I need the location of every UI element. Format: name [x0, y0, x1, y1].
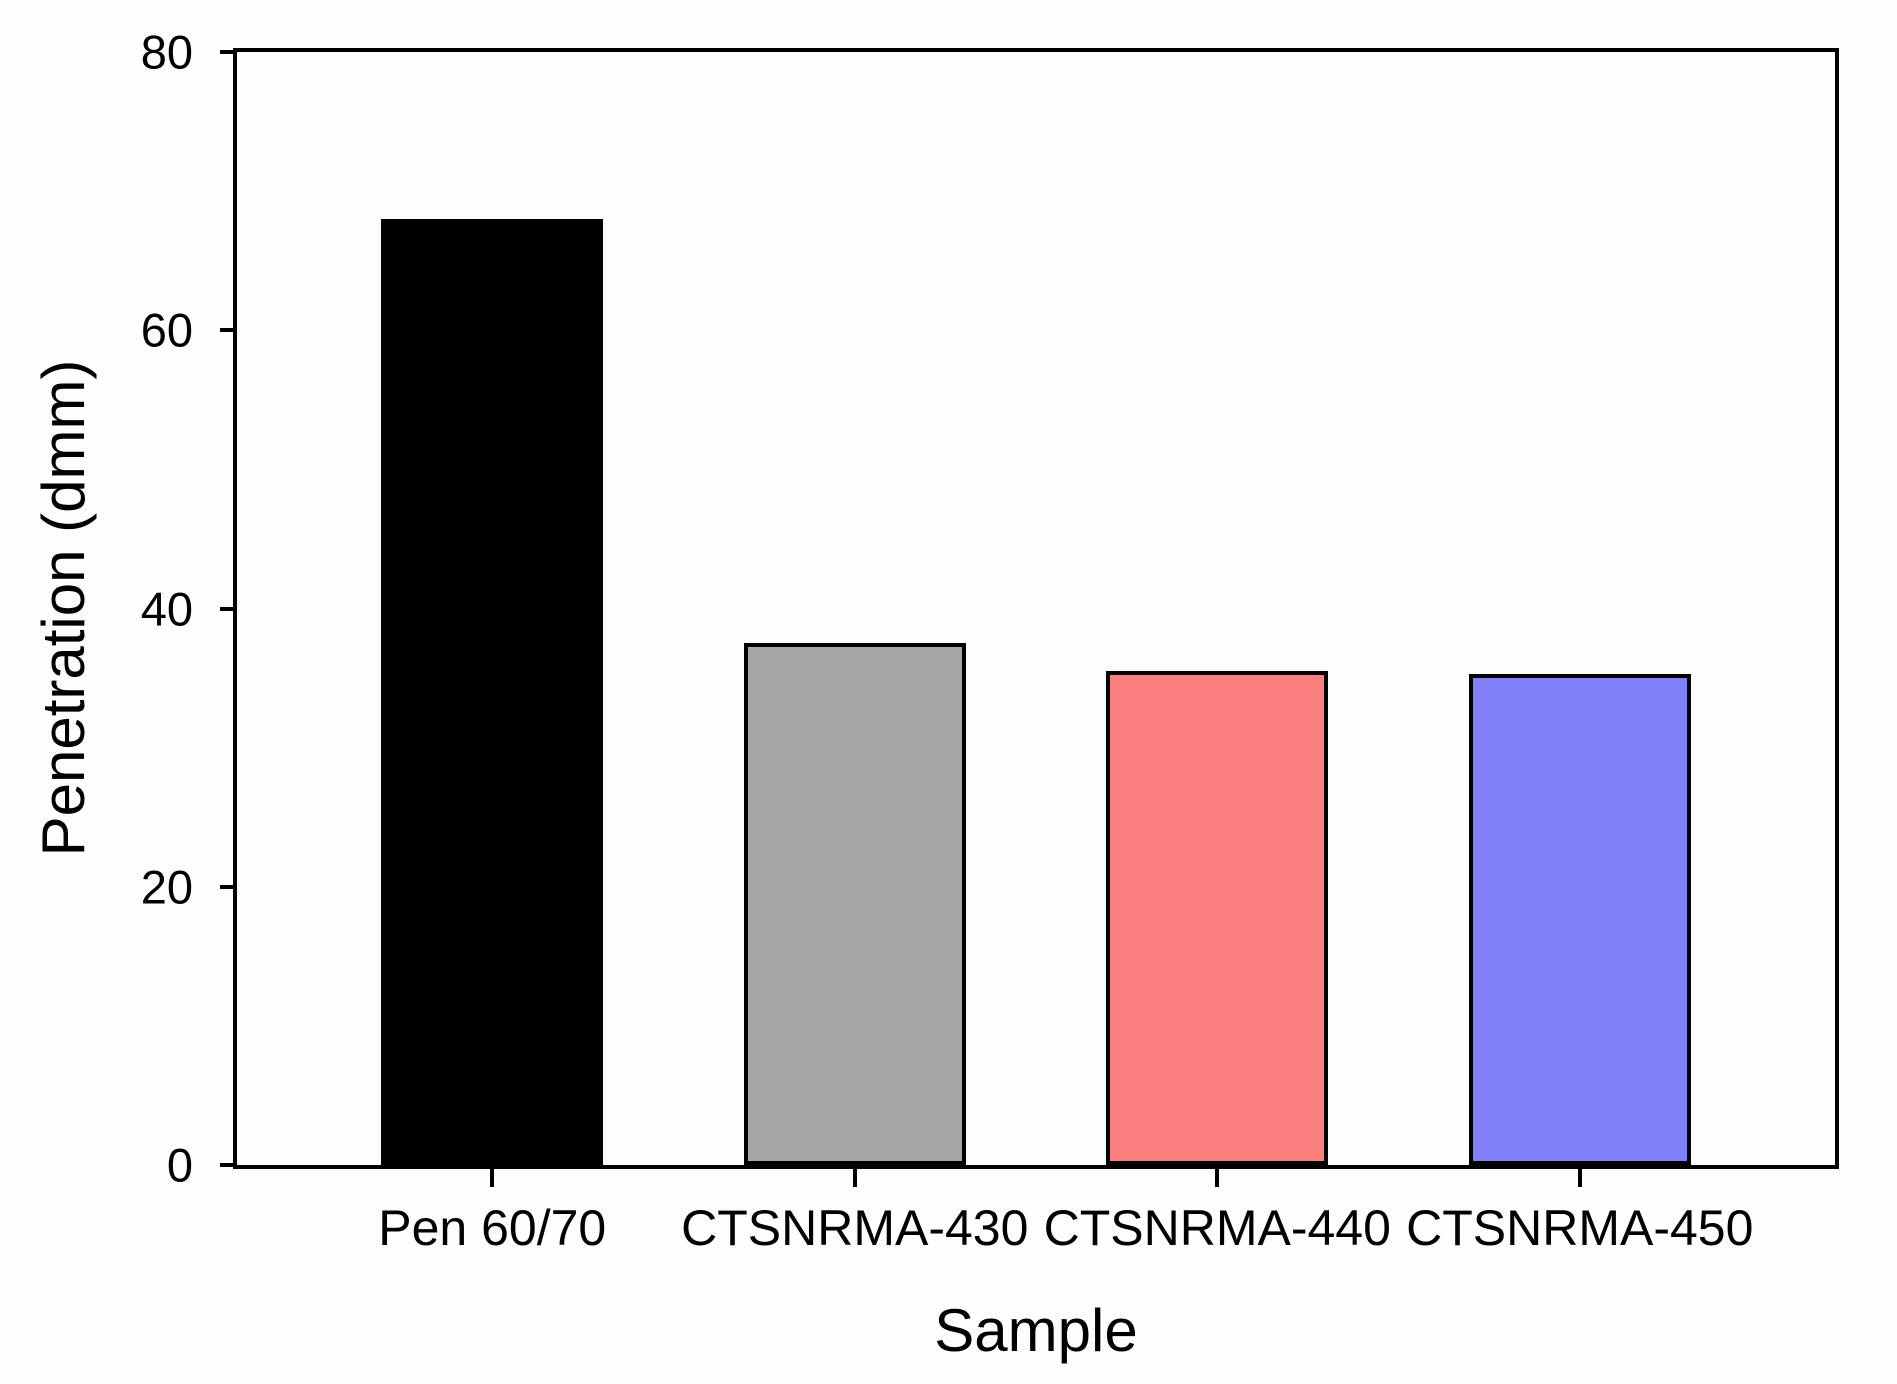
y-tick-mark [220, 884, 237, 889]
bar-ctsnrma-450 [1468, 673, 1691, 1165]
bar-ctsnrma-440 [1106, 671, 1329, 1165]
bar-slot: Pen 60/70 [311, 52, 674, 1253]
category-label: Pen 60/70 [378, 1200, 607, 1256]
y-tick-label: 20 [140, 860, 193, 914]
bar-slot: CTSNRMA-430 [674, 52, 1037, 1253]
y-tick-label: 0 [166, 1138, 193, 1192]
bar-slot: CTSNRMA-450 [1399, 52, 1762, 1253]
x-tick-mark [852, 1169, 857, 1187]
x-tick-mark [490, 1169, 495, 1187]
x-axis-title: Sample [934, 1297, 1138, 1364]
y-axis-title: Penetration (dmm) [30, 359, 97, 857]
category-label: CTSNRMA-440 [1043, 1200, 1391, 1256]
y-tick-label: 60 [140, 303, 193, 357]
bar-slot: CTSNRMA-440 [1036, 52, 1399, 1253]
y-tick-mark [220, 606, 237, 611]
y-tick-mark [220, 328, 237, 333]
bars-container: Pen 60/70 CTSNRMA-430 CTSNRMA-440 CTSNRMA-4… [237, 52, 1835, 1253]
bar-ctsnrma-430 [743, 643, 966, 1165]
plot-area: 0 20 40 60 80 Pen 60/70 CTSNRMA-430 CTSNRMA-44… [141, 29, 1839, 1253]
y-tick-mark [220, 1163, 237, 1167]
y-tick-mark [220, 50, 237, 54]
category-label: CTSNRMA-430 [681, 1200, 1029, 1256]
y-tick-label: 80 [140, 25, 193, 79]
x-tick-mark [1577, 1169, 1582, 1187]
bar-pen-60-70 [381, 218, 604, 1165]
category-label: CTSNRMA-450 [1406, 1200, 1754, 1256]
y-tick-label: 40 [140, 582, 193, 635]
x-tick-mark [1215, 1169, 1220, 1187]
